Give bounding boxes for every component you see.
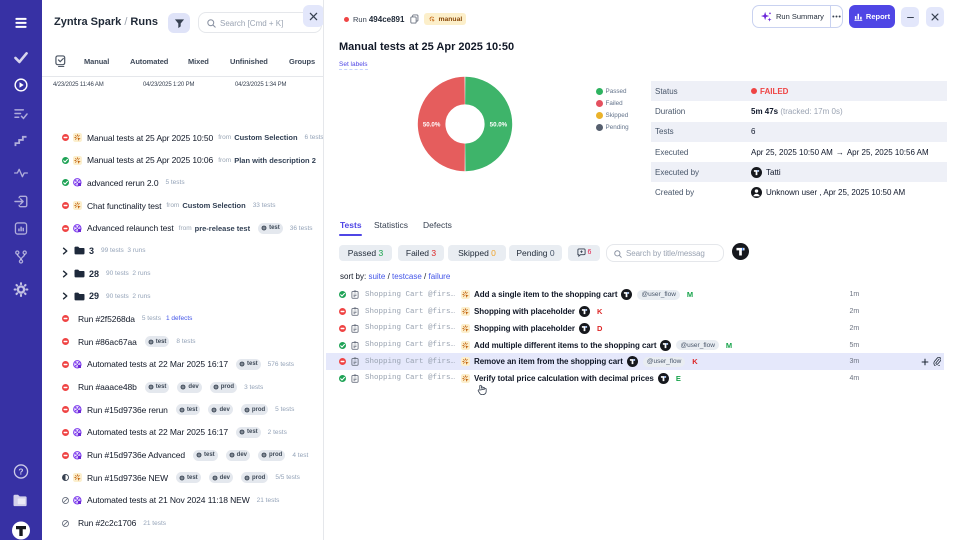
svg-text:50.0%: 50.0%	[423, 122, 441, 129]
svg-text:?: ?	[18, 467, 23, 477]
svg-text:50.0%: 50.0%	[490, 122, 508, 129]
